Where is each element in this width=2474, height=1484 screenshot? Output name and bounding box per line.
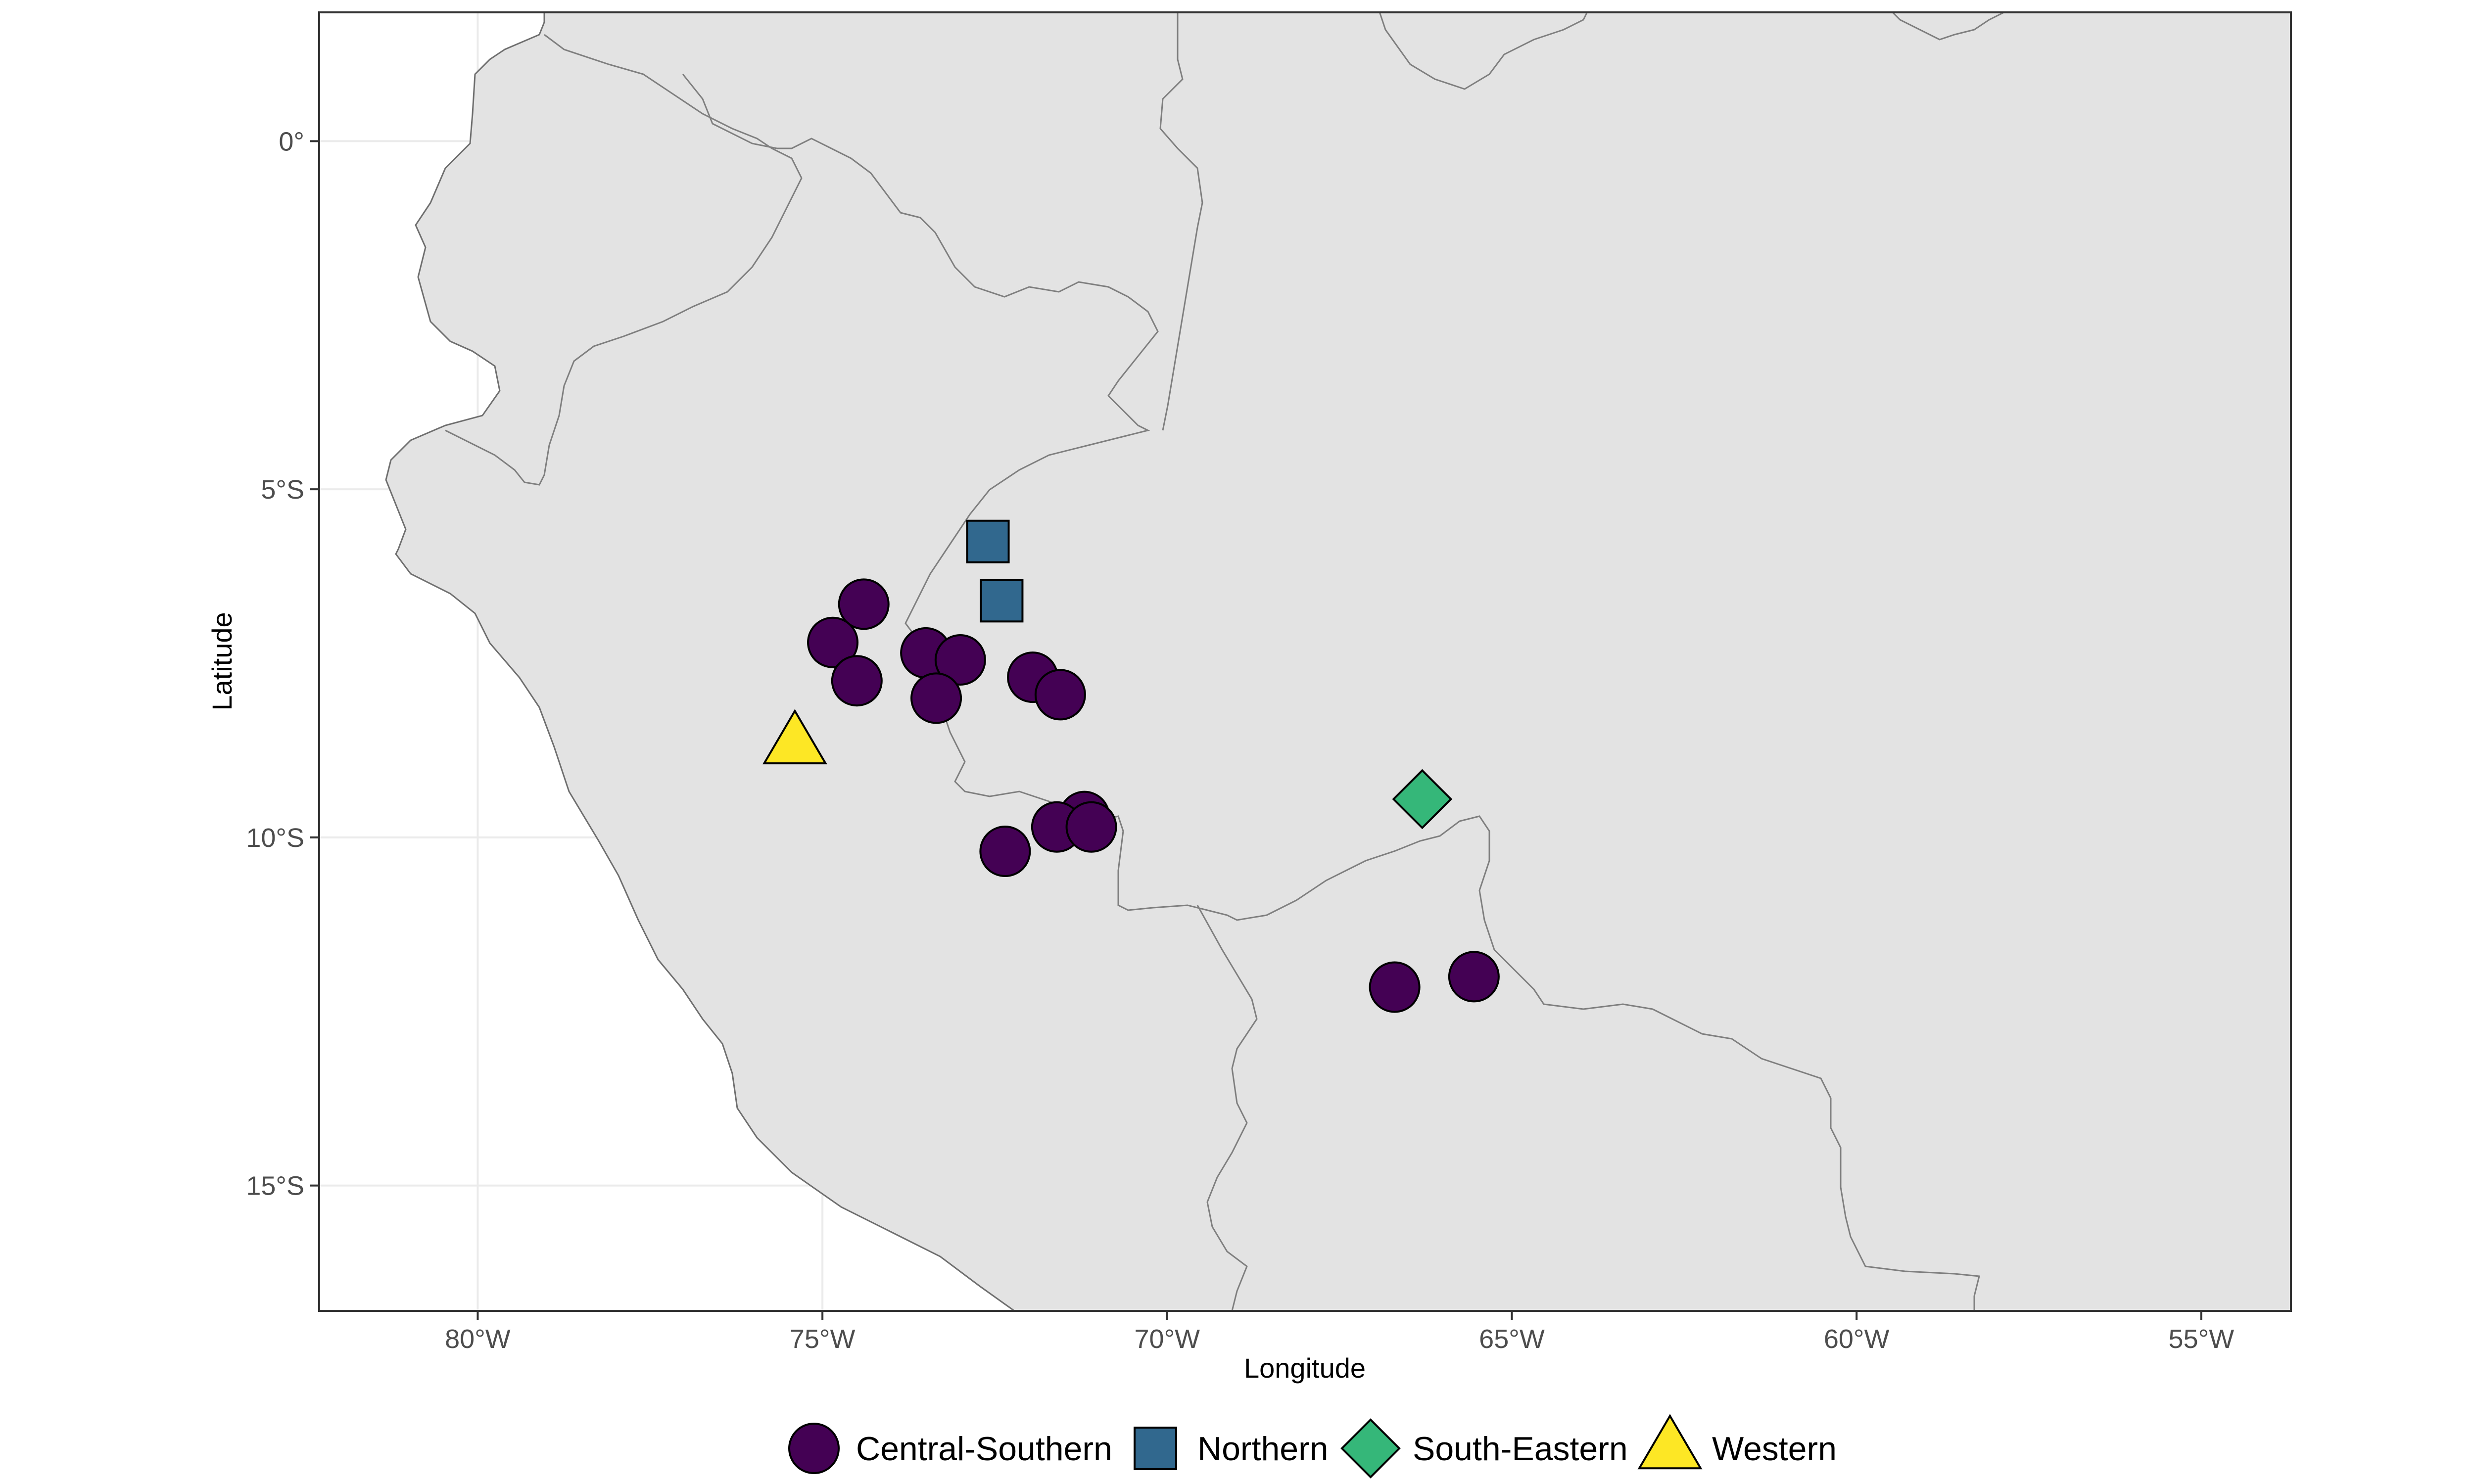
- axis-ticks: [310, 140, 2202, 1320]
- legend: Central-Southern Northern South-Eastern Wes…: [788, 1414, 1837, 1479]
- y-tick-label: 5°S: [261, 475, 304, 505]
- legend-label-south-eastern: South-Eastern: [1413, 1430, 1628, 1468]
- y-tick-label: 15°S: [246, 1171, 304, 1201]
- legend-key-western: [1637, 1414, 1703, 1470]
- border-brazil-north: [1159, 12, 1203, 431]
- point-western: [762, 709, 827, 765]
- border-colombia-internal: [682, 74, 777, 149]
- point-northern: [980, 579, 1024, 623]
- point-central-southern: [1065, 801, 1117, 853]
- point-south-eastern: [1392, 769, 1453, 830]
- point-central-southern: [838, 578, 890, 630]
- x-tick-label: 75°W: [790, 1324, 856, 1354]
- data-points: [762, 519, 1500, 1013]
- point-central-southern: [934, 634, 986, 686]
- x-tick-label: 70°W: [1135, 1324, 1200, 1354]
- y-tick-label: 0°: [279, 127, 304, 156]
- point-central-southern: [979, 826, 1031, 878]
- legend-key-central-southern: [788, 1423, 840, 1474]
- panel-frame: [318, 11, 2292, 1312]
- land-layer: [385, 12, 2291, 1311]
- tick-labels: 80°W 75°W 70°W 65°W 60°W 55°W 0° 5°S 10°S 15°S: [246, 127, 2234, 1354]
- point-central-southern: [910, 672, 962, 724]
- legend-key-south-eastern: [1340, 1418, 1401, 1479]
- point-central-southern: [807, 616, 859, 668]
- point-central-southern: [831, 655, 883, 707]
- x-tick-label: 60°W: [1824, 1324, 1890, 1354]
- land-south-america: [385, 12, 2291, 1311]
- x-tick-label: 55°W: [2169, 1324, 2235, 1354]
- border-venezuela-guyana: [1379, 12, 1588, 90]
- point-central-southern: [1369, 961, 1421, 1013]
- y-tick-label: 10°S: [246, 823, 304, 853]
- x-tick-label: 80°W: [445, 1324, 511, 1354]
- border-colombia-ecuador: [445, 34, 803, 486]
- point-central-southern: [1034, 669, 1086, 721]
- point-northern: [966, 519, 1010, 563]
- border-peru-brazil-bolivia: [1196, 905, 1258, 1311]
- legend-key-northern: [1134, 1427, 1177, 1470]
- x-axis-title: Longitude: [1244, 1352, 1366, 1384]
- x-tick-label: 65°W: [1479, 1324, 1545, 1354]
- y-axis-title: Latitude: [206, 612, 238, 710]
- legend-label-northern: Northern: [1197, 1430, 1329, 1468]
- legend-label-central-southern: Central-Southern: [856, 1430, 1112, 1468]
- border-colombia-peru: [777, 138, 1980, 1311]
- legend-label-western: Western: [1712, 1430, 1837, 1468]
- point-central-southern: [1448, 951, 1500, 1003]
